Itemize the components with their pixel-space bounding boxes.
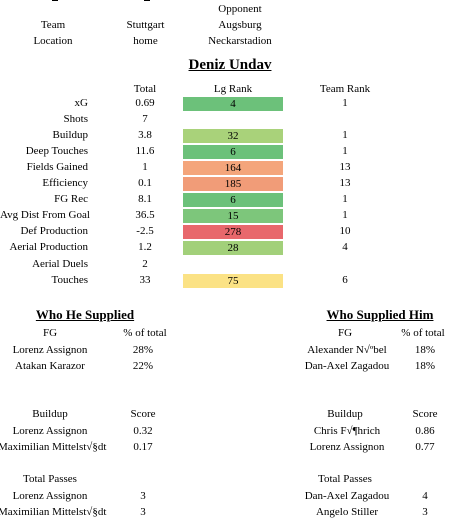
who-he-supplied-title: Who He Supplied — [35, 307, 135, 322]
stat-team-rank: 6 — [342, 274, 348, 286]
opponent-header: Opponent — [218, 3, 262, 15]
supplied-him-buildup-val-1: 0.86 — [415, 425, 435, 437]
supplied-buildup-header: Buildup — [32, 408, 68, 420]
supplied-fg-name-2: Atakan Karazor — [15, 360, 85, 372]
supplied-him-fg-header: FG — [337, 327, 353, 339]
header-dash-1 — [52, 0, 58, 1]
stat-total: 7 — [142, 113, 148, 125]
supplied-him-buildup-val-2: 0.77 — [415, 441, 435, 453]
supplied-passes-name-2: Maximilian Mittelst√§dt — [0, 506, 107, 518]
supplied-him-buildup-header: Buildup — [327, 408, 363, 420]
stat-team-rank: 4 — [342, 241, 348, 253]
stat-team-rank: 10 — [339, 225, 351, 237]
supplied-passes-header: Total Passes — [23, 473, 77, 485]
team-label: Team — [40, 19, 66, 31]
supplied-him-fg-val-1: 18% — [414, 344, 436, 356]
stat-lg-rank: 28 — [183, 241, 283, 255]
stat-lg-rank: 6 — [183, 193, 283, 207]
col-teamrank-header: Team Rank — [319, 83, 371, 95]
location-label: Location — [33, 35, 73, 47]
supplied-him-buildup-name-2: Lorenz Assignon — [309, 441, 385, 453]
supplied-fg-name-1: Lorenz Assignon — [12, 344, 88, 356]
supplied-buildup-name-1: Lorenz Assignon — [12, 425, 88, 437]
stat-total: 0.1 — [138, 177, 152, 189]
who-supplied-him-title: Who Supplied Him — [326, 307, 434, 322]
stat-lg-rank: 4 — [183, 97, 283, 111]
col-lgrank-header: Lg Rank — [213, 83, 253, 95]
stat-total: 1.2 — [138, 241, 152, 253]
stat-lg-rank: 32 — [183, 129, 283, 143]
supplied-him-fg-name-2: Dan-Axel Zagadou — [304, 360, 390, 372]
team-value: Stuttgart — [126, 19, 165, 31]
stat-total: 33 — [139, 274, 151, 286]
stat-lg-rank: 15 — [183, 209, 283, 223]
stat-team-rank: 1 — [342, 145, 348, 157]
stat-total: 1 — [142, 161, 148, 173]
stat-label: FG Rec — [54, 193, 88, 205]
stat-team-rank: 1 — [342, 97, 348, 109]
supplied-him-fg-name-1: Alexander N√ºbel — [307, 344, 387, 356]
supplied-buildup-name-2: Maximilian Mittelst√§dt — [0, 441, 107, 453]
stat-label: Fields Gained — [26, 161, 88, 173]
supplied-pct-header: % of total — [123, 327, 167, 339]
supplied-fg-val-2: 22% — [132, 360, 154, 372]
stat-team-rank: 13 — [339, 177, 351, 189]
stat-label: Avg Dist From Goal — [0, 209, 90, 221]
stat-total: -2.5 — [136, 225, 154, 237]
stat-total: 0.69 — [135, 97, 155, 109]
stat-lg-rank: 185 — [183, 177, 283, 191]
stat-team-rank: 1 — [342, 209, 348, 221]
stat-total: 8.1 — [138, 193, 152, 205]
stat-total: 11.6 — [135, 145, 155, 157]
opponent-value: Augsburg — [218, 19, 262, 31]
stat-label: Touches — [51, 274, 89, 286]
supplied-passes-name-1: Lorenz Assignon — [12, 490, 88, 502]
supplied-passes-val-1: 3 — [140, 490, 146, 502]
col-total-header: Total — [133, 83, 157, 95]
stat-total: 3.8 — [138, 129, 152, 141]
supplied-fg-val-1: 28% — [132, 344, 154, 356]
header-dash-2 — [144, 0, 150, 1]
stat-label: Aerial Duels — [32, 258, 88, 270]
stat-team-rank: 1 — [342, 193, 348, 205]
stat-total: 36.5 — [135, 209, 155, 221]
supplied-him-passes-name-1: Dan-Axel Zagadou — [304, 490, 390, 502]
player-title: Deniz Undav — [188, 57, 272, 73]
stat-label: xG — [74, 97, 88, 109]
stat-lg-rank: 278 — [183, 225, 283, 239]
stat-label: Shots — [63, 113, 88, 125]
stat-label: Aerial Production — [9, 241, 88, 253]
stat-label: Buildup — [52, 129, 88, 141]
supplied-passes-val-2: 3 — [140, 506, 146, 518]
supplied-him-fg-val-2: 18% — [414, 360, 436, 372]
stat-lg-rank: 164 — [183, 161, 283, 175]
stat-lg-rank: 6 — [183, 145, 283, 159]
supplied-score-header: Score — [130, 408, 156, 420]
supplied-him-passes-val-2: 3 — [422, 506, 428, 518]
stat-label: Efficiency — [42, 177, 88, 189]
supplied-him-score-header: Score — [412, 408, 438, 420]
stat-lg-rank: 75 — [183, 274, 283, 288]
stat-label: Deep Touches — [25, 145, 88, 157]
supplied-him-passes-name-2: Angelo Stiller — [315, 506, 379, 518]
supplied-him-buildup-name-1: Chris F√¶hrich — [313, 425, 381, 437]
stat-total: 2 — [142, 258, 148, 270]
supplied-buildup-val-1: 0.32 — [133, 425, 153, 437]
stat-label: Def Production — [20, 225, 88, 237]
supplied-him-passes-val-1: 4 — [422, 490, 428, 502]
location-team: home — [133, 35, 158, 47]
supplied-fg-header: FG — [42, 327, 58, 339]
supplied-him-passes-header: Total Passes — [318, 473, 372, 485]
supplied-him-pct-header: % of total — [401, 327, 445, 339]
location-opponent: Neckarstadion — [208, 35, 272, 47]
stat-team-rank: 1 — [342, 129, 348, 141]
supplied-buildup-val-2: 0.17 — [133, 441, 153, 453]
stat-team-rank: 13 — [339, 161, 351, 173]
